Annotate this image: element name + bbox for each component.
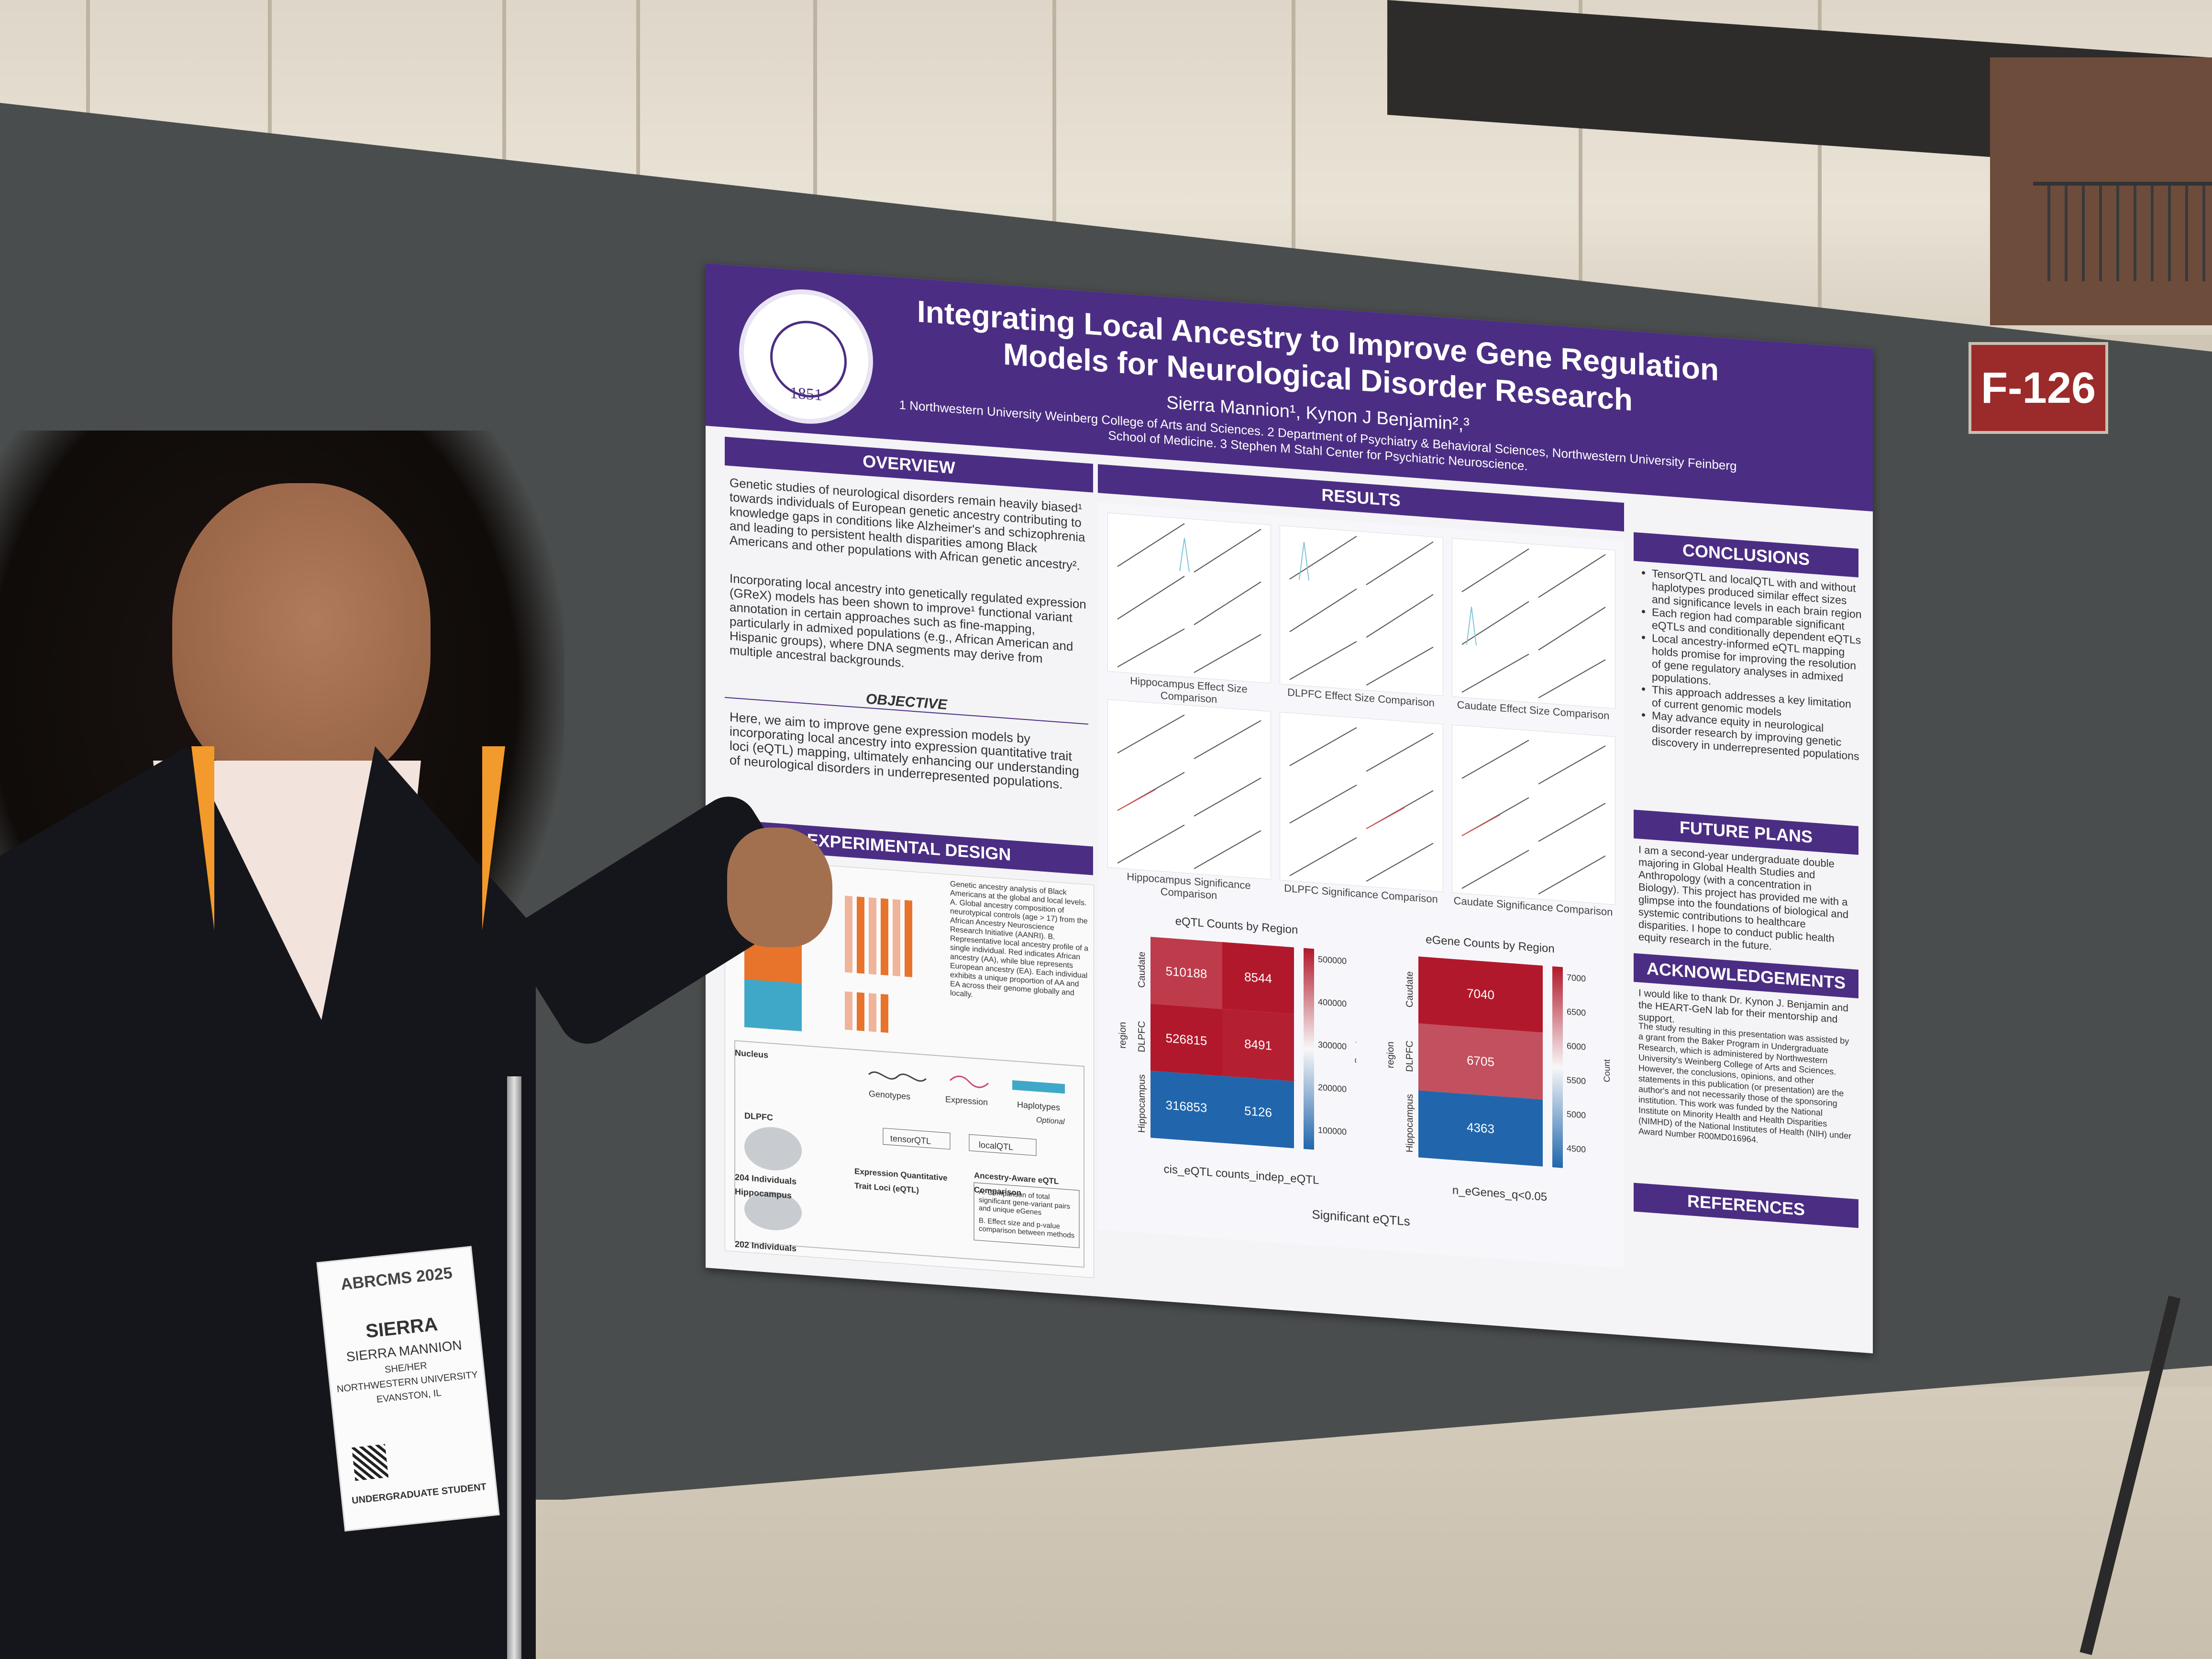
- heatmap-cell-value: 4363: [1467, 1120, 1494, 1136]
- heatmap-cell: [1418, 956, 1543, 1033]
- brain-hippocampus: [744, 1192, 802, 1230]
- brain-dlpfc: [744, 1127, 802, 1171]
- colorbar-tick-label: 6500: [1567, 1007, 1586, 1018]
- comparison-box: [973, 1182, 1080, 1248]
- colorbar-label: Count: [1602, 1059, 1612, 1083]
- heatmap-row-label: Hippocampus: [1137, 1074, 1147, 1133]
- overview-paragraph-2: Incorporating local ancestry into geneti…: [730, 571, 1086, 670]
- future-plans-text: I am a second-year undergraduate double …: [1638, 843, 1849, 952]
- heatmap-ylabel: region: [1117, 1021, 1128, 1049]
- heatmap-cell: [1222, 1009, 1294, 1082]
- heatmap-row-label: Caudate: [1405, 971, 1415, 1007]
- heatmap-cell: [1150, 1071, 1222, 1143]
- name-badge: ABRCMS 2025 SIERRA SIERRA MANNION SHE/HE…: [316, 1246, 500, 1532]
- results-footer: Significant eQTLs: [1312, 1207, 1410, 1229]
- brain-region-nucleus: Nucleus: [735, 1048, 769, 1060]
- crutch: [507, 1076, 521, 1659]
- input-genotypes: Genotypes: [869, 1089, 911, 1102]
- dna-icon: [868, 1071, 927, 1082]
- heatmap-colorbar: [1552, 966, 1563, 1168]
- heatmap-row-label: Caudate: [1137, 951, 1147, 988]
- heatmap-cell: [1418, 1023, 1543, 1100]
- heatmap-ylabel: region: [1385, 1041, 1396, 1069]
- hippocampus-effect-plot: [1107, 512, 1271, 684]
- colorbar-tick-label: 5500: [1567, 1075, 1586, 1086]
- caudate-effect-plot: [1452, 538, 1615, 709]
- objective-text: Here, we aim to improve gene expression …: [730, 709, 1079, 792]
- brain-region-dlpfc: DLPFC: [744, 1110, 773, 1123]
- colorbar-tick-label: 400000: [1318, 997, 1347, 1008]
- acknowledgements-paragraph-2: The study resulting in this presentation…: [1638, 1021, 1852, 1145]
- heatmap-cell-value: 8544: [1244, 970, 1272, 986]
- heatmap-cell-value: 6705: [1467, 1053, 1494, 1069]
- caudate-significance-plot: [1452, 724, 1615, 905]
- balcony-railing: [2033, 182, 2212, 281]
- presenter-pointing-hand: [727, 828, 832, 947]
- ancestry-figure-caption: Genetic ancestry analysis of Black Ameri…: [950, 880, 1089, 999]
- research-poster: 1851 Integrating Local Ancestry to Impro…: [706, 263, 1873, 1354]
- input-expression: Expression: [945, 1094, 988, 1107]
- heatmap-cell-value: 510188: [1166, 964, 1207, 981]
- overview-paragraph-1: Genetic studies of neurological disorder…: [730, 475, 1085, 573]
- experimental-design-figure: Genetic ancestry analysis of Black Ameri…: [725, 857, 1094, 1278]
- method-localqtl: localQTL: [979, 1139, 1014, 1152]
- local-ancestry-bars: [845, 896, 912, 1033]
- heatmap-cell-value: 7040: [1467, 986, 1494, 1002]
- heatmap-cell-value: 5126: [1244, 1104, 1272, 1120]
- badge-role: UNDERGRADUATE STUDENT: [351, 1482, 487, 1506]
- heatmap-row-label: Hippocampus: [1405, 1094, 1415, 1153]
- dlpfc-significance-plot: [1280, 712, 1443, 893]
- heatmap-row-label: DLPFC: [1405, 1040, 1415, 1073]
- haplotype-icon: [1012, 1080, 1065, 1094]
- global-ancestry-bar-ea: [744, 979, 802, 1031]
- localqtl-box: [969, 1134, 1037, 1156]
- colorbar-tick-label: 4500: [1567, 1143, 1586, 1154]
- method-tensorqtl: tensorQTL: [890, 1133, 931, 1146]
- badge-qr-code: [352, 1444, 389, 1481]
- experimental-design-diagram: [734, 874, 1084, 1268]
- heatmap-cell: [1222, 1076, 1294, 1149]
- booth-number-sign: F-126: [1969, 342, 2108, 434]
- hippocampus-significance-plot: [1107, 699, 1271, 880]
- heatmap-cell: [1222, 942, 1294, 1015]
- colorbar-tick-label: 5000: [1567, 1109, 1586, 1120]
- eqtl-counts-heatmap: Caudate DLPFC Hippocampus region 510188 52681…: [1117, 937, 1356, 1150]
- conclusions-list: TensorQTL and localQTL with and without …: [1638, 566, 1862, 763]
- results-panel: Hippocampus Effect Size Comparison DLPFC…: [1098, 502, 1624, 1268]
- egene-counts-heatmap: Caudate DLPFC Hippocampus region 7040 6705 436…: [1385, 956, 1612, 1168]
- heatmap-cell: [1150, 937, 1222, 1009]
- heatmap-cell-value: 316853: [1166, 1098, 1207, 1115]
- colorbar-tick-label: 100000: [1318, 1125, 1347, 1137]
- dlpfc-effect-plot: [1280, 525, 1443, 697]
- heatmap-colorbar: [1304, 948, 1314, 1150]
- colorbar-tick-label: 500000: [1318, 954, 1347, 966]
- seal-year: 1851: [790, 384, 822, 404]
- colorbar-tick-label: 7000: [1567, 973, 1586, 984]
- heatmap-cell: [1150, 1004, 1222, 1076]
- colorbar-tick-label: 300000: [1318, 1040, 1347, 1051]
- heatmap-cell: [1418, 1090, 1543, 1167]
- tensorqtl-box: [883, 1128, 951, 1150]
- pipeline-frame: [734, 1040, 1084, 1268]
- heatmap-cell-value: 8491: [1244, 1037, 1272, 1053]
- colorbar-tick-label: 6000: [1567, 1041, 1586, 1052]
- presenter-face: [172, 483, 431, 789]
- badge-event: ABRCMS 2025: [340, 1264, 453, 1294]
- colorbar-label: Count: [1353, 1040, 1356, 1064]
- university-seal: 1851: [739, 285, 873, 429]
- expression-wave-icon: [949, 1075, 989, 1088]
- colorbar-tick-label: 200000: [1318, 1083, 1347, 1094]
- heatmap-row-label: DLPFC: [1137, 1020, 1147, 1052]
- heatmap-cell-value: 526815: [1166, 1031, 1207, 1048]
- references-heading: REFERENCES: [1634, 1183, 1858, 1228]
- input-optional: Optional: [1036, 1116, 1065, 1127]
